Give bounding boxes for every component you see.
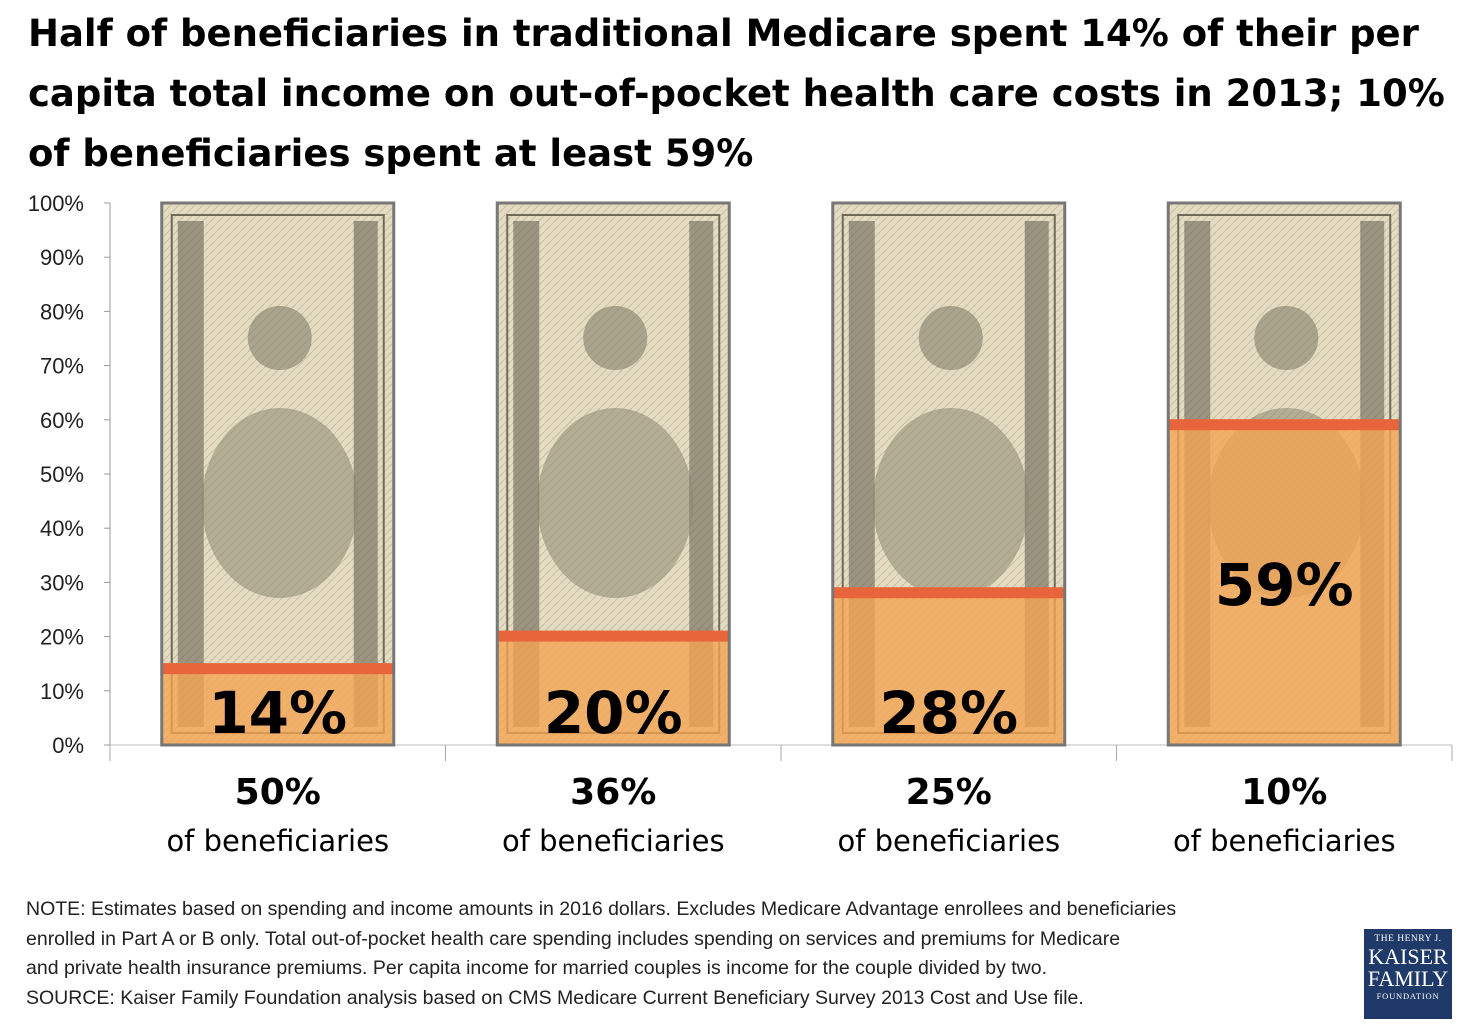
y-tick-label: 90% xyxy=(40,245,84,270)
category-share: 25% xyxy=(905,772,992,813)
y-tick-label: 80% xyxy=(40,299,84,324)
portrait-oval xyxy=(872,408,1029,598)
bill-seal xyxy=(918,306,983,370)
y-tick-label: 30% xyxy=(40,570,84,595)
chart: 0% 10% 20% 30% 40% 50% 60% 70% 80% 90% 100% 14% 20%… xyxy=(28,191,1453,761)
bar-group: 20% xyxy=(495,201,731,747)
bar-fill xyxy=(161,669,394,745)
y-tick-label: 100% xyxy=(28,191,84,216)
y-tick-label: 40% xyxy=(40,516,84,541)
category-label: of beneficiaries xyxy=(166,824,390,858)
category-label: of beneficiaries xyxy=(1172,824,1396,858)
category-label: of beneficiaries xyxy=(837,824,1061,858)
y-tick-label: 50% xyxy=(40,462,84,487)
logo-line: THE HENRY J. xyxy=(1374,934,1442,944)
bar-frame xyxy=(160,201,396,747)
y-tick-label: 60% xyxy=(40,408,84,433)
bar-top-line xyxy=(497,630,730,642)
note-line: and private health insurance premiums. P… xyxy=(26,957,1048,979)
category-share: 36% xyxy=(570,772,657,813)
category-label: of beneficiaries xyxy=(501,824,725,858)
bill-seal xyxy=(247,306,312,370)
bar-fill xyxy=(832,593,1065,745)
portrait-oval xyxy=(537,408,694,598)
category-share: 10% xyxy=(1241,772,1328,813)
y-tick-label: 0% xyxy=(52,733,84,758)
value-label: 14% xyxy=(208,679,347,747)
chart-title: Half of beneficiaries in traditional Med… xyxy=(28,12,1445,175)
bar-group: 28% xyxy=(831,201,1067,747)
bar-top-line xyxy=(1168,419,1401,431)
y-tick-label: 20% xyxy=(40,625,84,650)
bill-left-strip xyxy=(177,221,204,727)
bar-fill xyxy=(1168,425,1401,745)
bars: 14% 20% 28% 59% xyxy=(160,201,1402,747)
bar-top-line xyxy=(161,663,394,675)
logo-line: FAMILY xyxy=(1367,966,1449,991)
note-line: NOTE: Estimates based on spending and in… xyxy=(26,898,1177,920)
logo-line: FOUNDATION xyxy=(1376,991,1440,1001)
bill-seal xyxy=(583,306,648,370)
source-line: SOURCE: Kaiser Family Foundation analysi… xyxy=(26,986,1084,1009)
y-axis: 0% 10% 20% 30% 40% 50% 60% 70% 80% 90% 100% xyxy=(28,191,1453,761)
bill-seal xyxy=(1254,306,1319,370)
value-label: 28% xyxy=(879,679,1018,747)
bar-group: 14% xyxy=(160,201,396,747)
bar-frame xyxy=(495,201,731,747)
category-share: 50% xyxy=(234,772,321,813)
bar-top-line xyxy=(832,587,1065,599)
bar-group: 59% xyxy=(1166,201,1402,747)
y-tick-label: 70% xyxy=(40,354,84,379)
bill-right-strip xyxy=(353,221,378,727)
note-line: enrolled in Part A or B only. Total out-… xyxy=(26,927,1121,950)
note-block: NOTE: Estimates based on spending and in… xyxy=(26,895,1346,1013)
y-tick-label: 10% xyxy=(40,679,84,704)
bar-frame xyxy=(1166,201,1402,747)
bar-frame xyxy=(831,201,1067,747)
bar-fill xyxy=(497,636,730,745)
portrait-oval xyxy=(201,408,358,598)
kff-logo: THE HENRY J. KAISER FAMILY FOUNDATION xyxy=(1364,929,1452,1019)
logo-line: KAISER xyxy=(1368,944,1448,969)
value-label: 59% xyxy=(1215,551,1354,619)
value-label: 20% xyxy=(544,679,683,747)
